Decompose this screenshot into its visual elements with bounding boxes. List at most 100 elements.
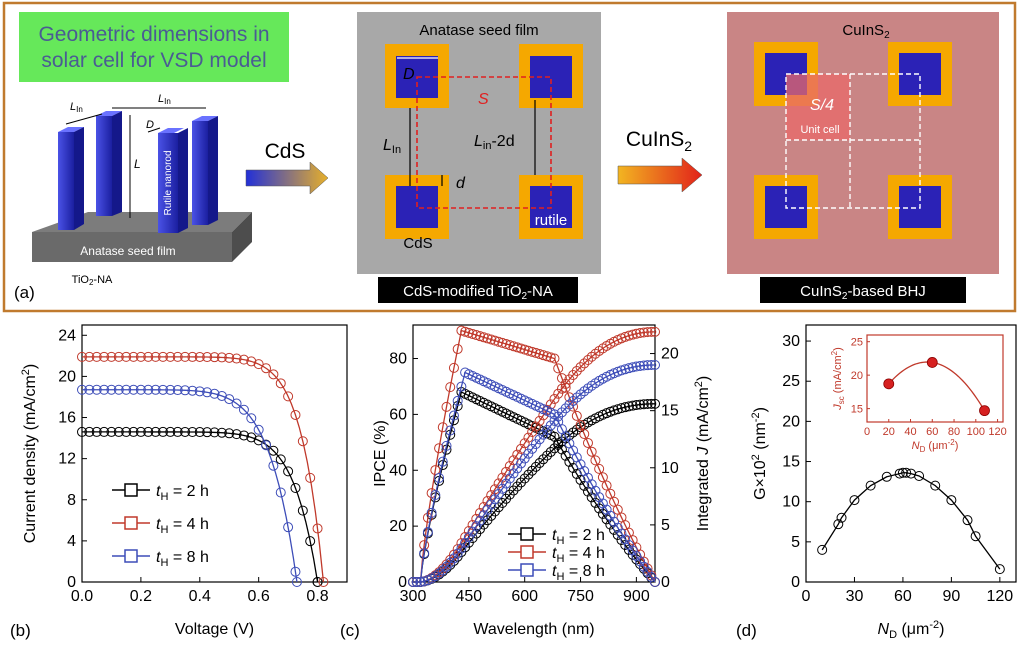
c-integrated-point: [650, 326, 660, 337]
c-ipce-point: [564, 456, 575, 467]
b-series-point: [194, 351, 205, 362]
c-integrated-point: [538, 454, 549, 465]
right-caption-box: [760, 277, 966, 303]
b-ytick-label: 4: [67, 533, 76, 550]
c-ipce-point: [609, 496, 620, 507]
b-series-point: [91, 426, 102, 437]
c-integrated-point: [627, 362, 638, 373]
b-xtick-label: 0.2: [130, 588, 152, 605]
c-integrated-point: [497, 472, 508, 483]
b-series-point: [283, 466, 294, 477]
c-integrated-point: [642, 360, 653, 371]
b-series-point: [77, 351, 87, 362]
c-integrated-point: [560, 403, 571, 414]
c-integrated-point: [437, 565, 448, 576]
c-ipce-point: [650, 577, 660, 587]
c-ipce-point: [422, 527, 433, 538]
c-integrated-point: [586, 351, 597, 362]
mid-caption: CdS-modified TiO2-NA: [403, 283, 553, 302]
b-series-point: [224, 394, 235, 405]
c-ipce-point: [434, 443, 445, 454]
c-integrated-point: [627, 400, 638, 411]
arrow-cuins2: [617, 157, 703, 193]
cds-modified-schematic: Anatase seed film D S LIn Lin-2d d CdS r…: [357, 12, 601, 274]
chart-c-ipce: 300 450 600 750 900 0 20 40 60 80 0 5 10 15 20 tH = 2 h…: [340, 324, 712, 640]
b-series-point: [99, 426, 110, 437]
c-integrated-point: [646, 326, 657, 337]
d-inset-xtick-label: 80: [948, 426, 960, 438]
d-xtick-label: 0: [802, 588, 811, 605]
d-inset-point: [883, 378, 895, 390]
b-series-point: [194, 386, 205, 397]
c-right-ytick-label: 5: [661, 517, 670, 534]
c-ipce-point: [620, 534, 631, 545]
c-ipce-point: [605, 510, 616, 521]
c-ipce-point: [586, 446, 597, 457]
c-xtick-label: 450: [455, 588, 482, 605]
c-ipce-point: [452, 344, 463, 355]
c-ipce-point: [594, 503, 605, 514]
c-ipce-point: [582, 437, 593, 448]
mid-d-label: d: [456, 175, 466, 192]
b-series-point: [216, 352, 227, 363]
c-ipce-point: [549, 353, 560, 364]
c-ipce-point: [467, 328, 478, 339]
right-unitcell-label: Unit cell: [800, 124, 839, 136]
c-integrated-point: [635, 360, 646, 371]
c-integrated-point: [638, 399, 649, 410]
area-s-dashed: [416, 76, 552, 209]
b-series-point: [172, 351, 183, 362]
c-ipce-point: [478, 332, 489, 343]
d-series-point: [849, 495, 860, 506]
c-integrated-point: [590, 348, 601, 359]
c-ipce-point: [482, 333, 493, 344]
c-ipce-point: [616, 528, 627, 539]
c-ipce-point: [594, 463, 605, 474]
c-integrated-point: [650, 398, 660, 409]
c-legend-label: tH = 4 h: [552, 545, 605, 565]
b-series-point: [150, 426, 161, 437]
b-ytick-label: 8: [67, 492, 76, 509]
d-label-rod: D: [146, 119, 154, 131]
b-series-point: [143, 351, 154, 362]
d-ytick-label: 5: [791, 534, 800, 551]
c-ipce-point: [646, 571, 657, 582]
d-series-point: [930, 480, 941, 491]
b-series-point: [113, 351, 124, 362]
b-series-point: [202, 387, 213, 398]
c-integrated-point: [530, 461, 541, 472]
b-series-point: [238, 430, 249, 441]
c-xtick-label: 300: [400, 588, 427, 605]
c-integrated-point: [620, 364, 631, 375]
right-caption: CuInS2-based BHJ: [800, 283, 926, 302]
c-integrated-point: [556, 436, 567, 447]
c-ipce-point: [448, 362, 459, 373]
c-ipce-point: [437, 456, 448, 467]
d-xtick-label: 60: [894, 588, 912, 605]
c-integrated-point: [553, 439, 564, 450]
c-panel-label: (c): [340, 621, 360, 640]
b-series-point: [187, 351, 198, 362]
c-integrated-point: [575, 389, 586, 400]
b-series-point: [253, 424, 264, 435]
c-integrated-point: [582, 383, 593, 394]
c-ipce-point: [635, 556, 646, 567]
b-series-point: [128, 384, 139, 395]
c-ipce-point: [493, 336, 504, 347]
plot-frame: [805, 324, 1017, 583]
lin-label-right: LIn: [158, 93, 171, 106]
c-ipce-point: [538, 350, 549, 361]
b-series-point: [180, 426, 191, 437]
c-integrated-line: [413, 364, 655, 583]
chart-d-generation: 0 30 60 90 120 0 5 10 15 20 25 30 G×102 (nm-2) ND (μm…: [736, 324, 1017, 641]
c-ipce-point: [512, 342, 523, 353]
c-integrated-point: [612, 404, 623, 415]
banner-box: [19, 12, 289, 82]
b-series-point: [84, 384, 95, 395]
arrow2-label: CuInS2: [626, 128, 692, 154]
c-legend-label: tH = 2 h: [552, 527, 605, 547]
b-legend-marker: [124, 516, 138, 530]
b-series-point: [231, 398, 242, 409]
b-series-point: [224, 428, 235, 439]
d-series-point: [881, 471, 892, 482]
